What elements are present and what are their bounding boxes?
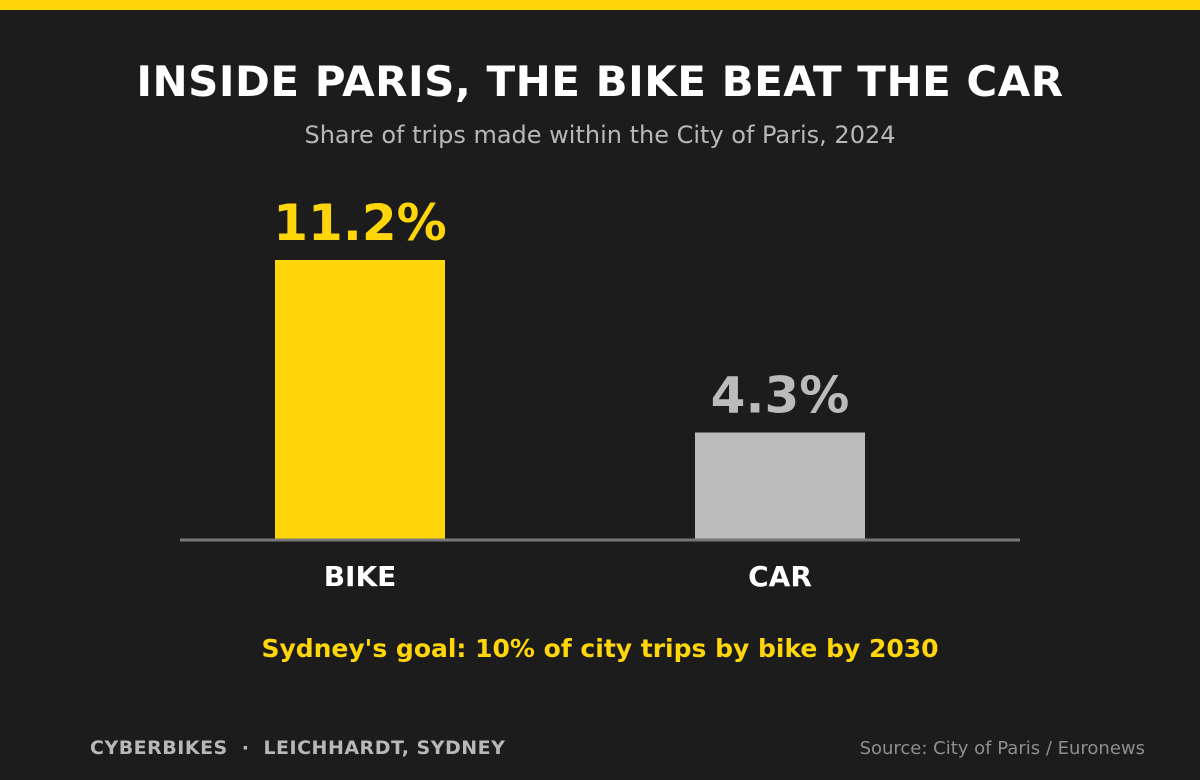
car-value-label: 4.3% [711,367,850,425]
brand-name: CYBERBIKES [90,737,228,759]
sydney-goal-callout: Sydney's goal: 10% of city trips by bike… [261,634,939,663]
labels-group: 11.2% BIKE 4.3% CAR [273,194,849,593]
car-bar [695,432,865,540]
footer-separator: · [241,737,250,759]
car-category-label: CAR [748,560,812,593]
top-accent-bar [0,0,1200,10]
brand-location: LEICHHARDT, SYDNEY [263,737,506,759]
bike-category-label: BIKE [324,560,397,593]
chart-title: INSIDE PARIS, THE BIKE BEAT THE CAR [136,57,1064,106]
source-note: Source: City of Paris / Euronews [859,738,1145,759]
footer-brand: CYBERBIKES · LEICHHARDT, SYDNEY [90,736,505,760]
bike-bar [275,260,445,540]
bars-group [275,260,865,540]
bike-value-label: 11.2% [273,194,446,252]
chart-subtitle: Share of trips made within the City of P… [304,121,896,149]
